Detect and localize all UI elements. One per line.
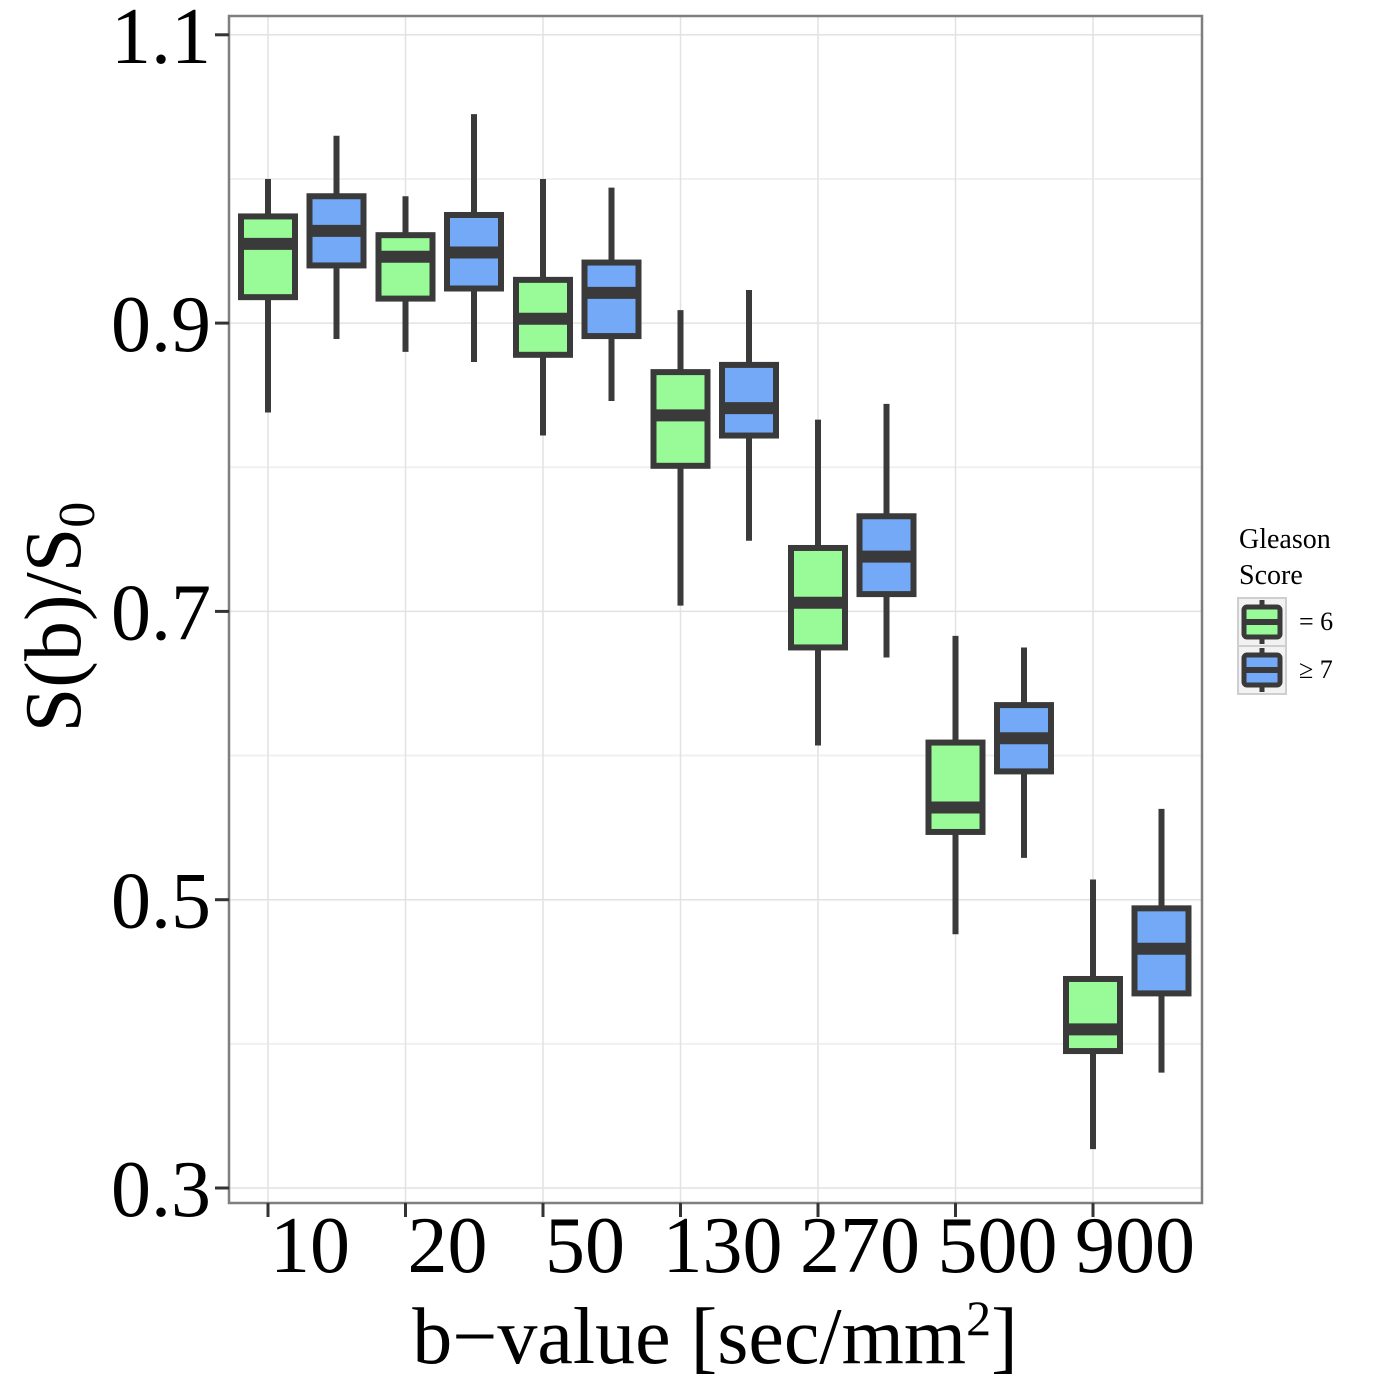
box-gleason-6-b50	[513, 178, 573, 436]
x-axis-title: b−value [sec/mm2]	[412, 1290, 1017, 1381]
legend-title-line-1: Gleason	[1239, 524, 1331, 555]
box-plot-marks	[238, 114, 1192, 1150]
box-gleason-6-b500	[925, 635, 986, 935]
x-tick-label-4: 270	[800, 1202, 920, 1290]
legend-title-line-2: Score	[1239, 560, 1303, 591]
box-gleason-7plus-b50	[581, 187, 642, 401]
legend-item-gleason-6: = 6	[1237, 597, 1333, 647]
box-gleason-6-b20	[375, 196, 436, 352]
x-tick-label-5: 500	[938, 1202, 1058, 1290]
box-gleason-6-b270	[788, 419, 848, 746]
y-tick-label-2: 0.7	[111, 569, 211, 657]
box-body	[581, 259, 642, 340]
legend-label: ≥ 7	[1299, 655, 1333, 684]
box-gleason-7plus-b20	[444, 114, 504, 363]
y-tick-label-4: 1.1	[111, 0, 211, 81]
grid-lines	[229, 16, 1202, 1203]
box-gleason-7plus-b10	[306, 135, 367, 339]
y-axis-title: S(b)/S0	[10, 502, 106, 733]
box-body	[238, 213, 298, 301]
x-tick-label-2: 50	[545, 1202, 625, 1290]
box-gleason-6-b900	[1063, 879, 1123, 1150]
box-body	[1063, 975, 1123, 1055]
y-tick-label-0: 0.3	[111, 1146, 211, 1234]
box-gleason-7plus-b130	[719, 289, 779, 541]
box-body	[719, 361, 779, 439]
box-gleason-6-b130	[650, 310, 711, 606]
panel-border	[227, 14, 1204, 1205]
box-body	[375, 232, 436, 302]
y-tick-label-3: 0.9	[111, 281, 211, 369]
box-gleason-7plus-b500	[994, 647, 1054, 858]
box-body	[925, 739, 986, 835]
legend: Gleason Score = 6 ≥ 7	[1237, 524, 1333, 695]
x-tick-label-0: 10	[270, 1202, 350, 1290]
box-gleason-7plus-b900	[1131, 808, 1192, 1073]
legend-label: = 6	[1299, 607, 1333, 636]
x-tick-label-3: 130	[663, 1202, 783, 1290]
legend-item-gleason-7plus: ≥ 7	[1237, 645, 1333, 695]
axes: 0.3 0.5 0.7 0.9 1.1 10 20 50 130 270 500 900	[111, 0, 1195, 1290]
box-gleason-7plus-b270	[856, 403, 917, 658]
box-gleason-6-b10	[238, 178, 298, 413]
x-tick-label-6: 900	[1075, 1202, 1195, 1290]
x-tick-label-1: 20	[408, 1202, 488, 1290]
y-tick-label-1: 0.5	[111, 858, 211, 946]
